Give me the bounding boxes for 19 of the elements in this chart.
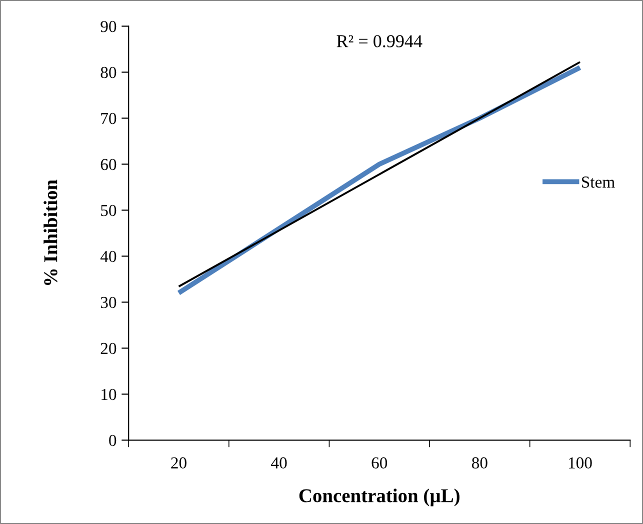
x-tick-label: 80: [472, 457, 488, 469]
x-tick-label: 40: [271, 457, 287, 469]
y-axis-title: % Inhibition: [44, 180, 58, 285]
y-tick-label: 10: [102, 388, 116, 400]
annotation: R² = 0.9944: [336, 35, 422, 48]
x-tick-label: 20: [171, 457, 186, 469]
y-tick-label: 60: [100, 158, 116, 170]
y-tick-label: 80: [100, 66, 116, 78]
x-tick-label: 60: [372, 457, 388, 469]
y-tick-label: 30: [100, 296, 116, 308]
x-axis-title: Concentration (µL): [299, 488, 460, 506]
y-tick-label: 50: [101, 204, 116, 216]
y-tick-label: 20: [100, 342, 116, 354]
legend-label: Stem: [582, 176, 615, 188]
x-tick-label: 100: [568, 457, 592, 469]
y-tick-label: 40: [100, 250, 116, 262]
y-tick-label: 0: [109, 434, 116, 446]
y-tick-label: 70: [101, 112, 116, 124]
y-tick-label: 90: [100, 20, 116, 32]
